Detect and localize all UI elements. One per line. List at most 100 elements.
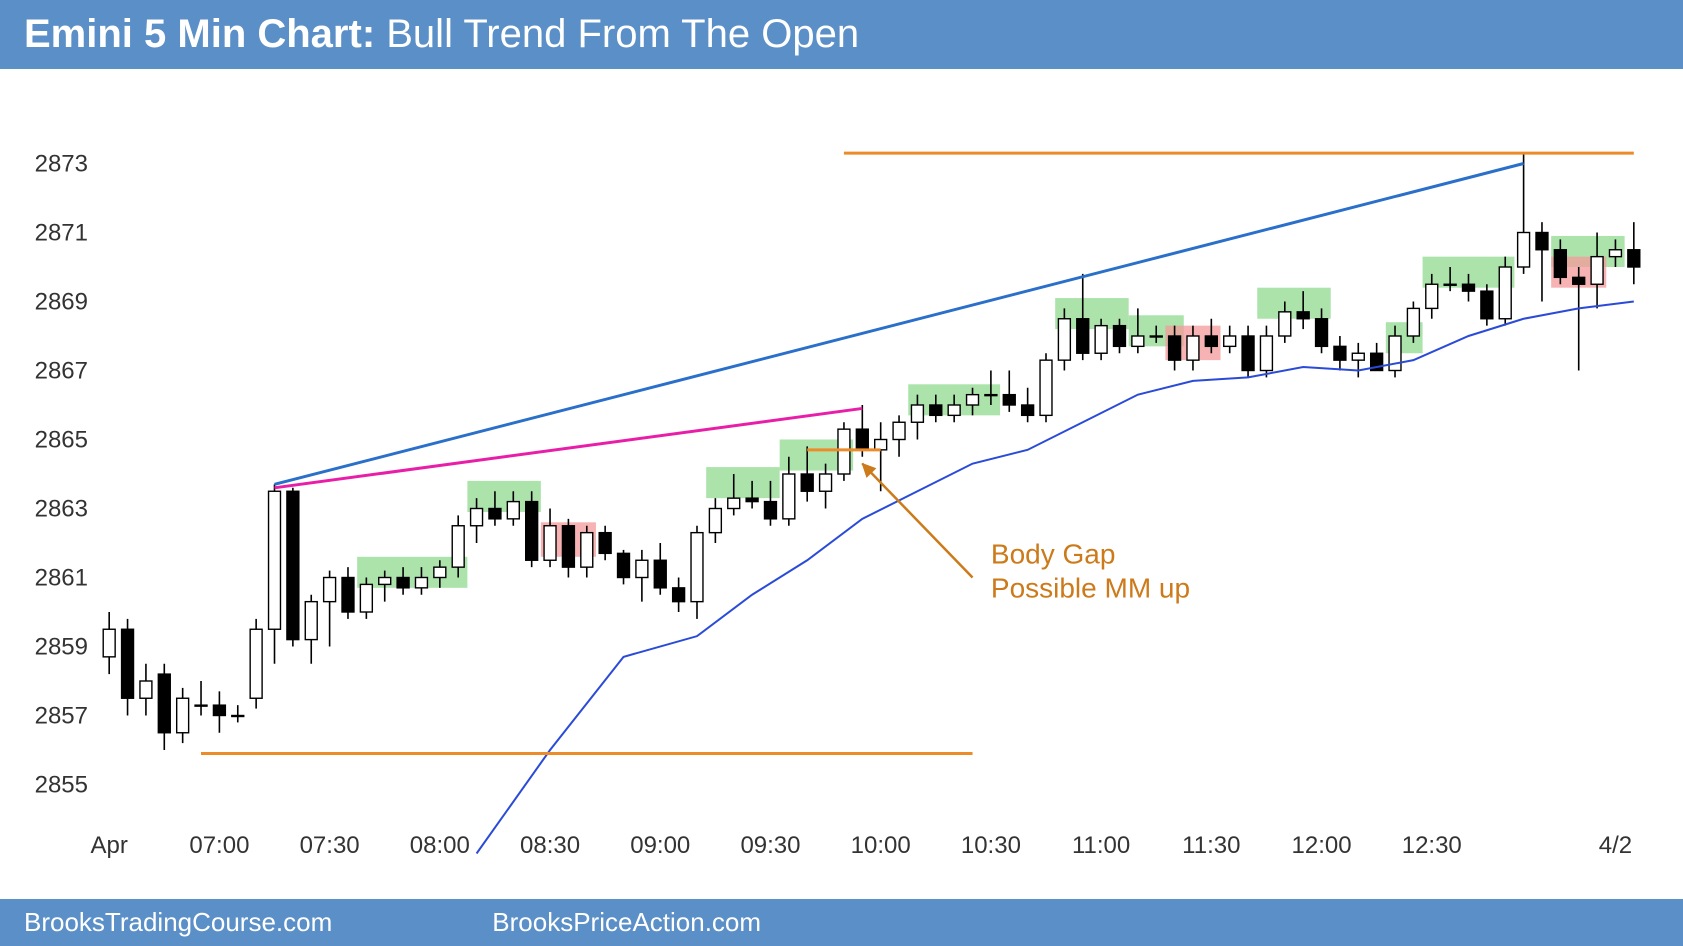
- candle-body: [1095, 326, 1107, 354]
- candle-body: [1554, 250, 1566, 278]
- candle-body: [1205, 336, 1217, 346]
- x-axis-label: 08:00: [410, 832, 470, 859]
- annotation-text-line1: Body Gap: [991, 539, 1116, 570]
- candle-body: [1407, 308, 1419, 336]
- x-axis-label: 12:00: [1292, 832, 1352, 859]
- candle-body: [324, 578, 336, 602]
- x-axis-label: 08:30: [520, 832, 580, 859]
- candle-body: [1481, 291, 1493, 319]
- candle-body: [1444, 284, 1456, 285]
- candle-body: [709, 509, 721, 533]
- header-title-bold: Emini 5 Min Chart:: [24, 12, 375, 56]
- candle-body: [1279, 312, 1291, 336]
- candle-body: [452, 526, 464, 567]
- signal-box: [1257, 288, 1330, 319]
- candle-body: [765, 502, 777, 519]
- candle-body: [1352, 353, 1364, 360]
- candle-body: [691, 533, 703, 602]
- candle-body: [1132, 336, 1144, 346]
- candle-body: [1609, 250, 1621, 257]
- candle-body: [360, 584, 372, 612]
- footer-site-2: BrooksPriceAction.com: [492, 907, 761, 938]
- candle-body: [544, 526, 556, 561]
- candle-body: [269, 491, 281, 629]
- candle-body: [1426, 284, 1438, 308]
- candle-body: [856, 429, 868, 450]
- candle-body: [1316, 319, 1328, 347]
- y-axis-label: 2861: [35, 565, 88, 592]
- candle-body: [1242, 336, 1254, 371]
- candle-body: [1297, 312, 1309, 319]
- candle-body: [103, 629, 115, 657]
- y-axis-label: 2859: [35, 634, 88, 661]
- candle-body: [1077, 319, 1089, 354]
- candle-body: [746, 498, 758, 501]
- candle-body: [728, 498, 740, 508]
- candle-body: [489, 509, 501, 519]
- y-axis-label: 2871: [35, 220, 88, 247]
- candle-body: [471, 509, 483, 526]
- candle-body: [1058, 319, 1070, 360]
- candle-body: [140, 681, 152, 698]
- candle-body: [654, 560, 666, 588]
- y-axis-label: 2863: [35, 496, 88, 523]
- candle-body: [158, 674, 170, 733]
- candle-body: [1536, 233, 1548, 250]
- chart-header: Emini 5 Min Chart: Bull Trend From The O…: [0, 0, 1683, 69]
- candle-body: [1169, 336, 1181, 360]
- candle-body: [305, 602, 317, 640]
- candle-body: [434, 567, 446, 577]
- x-axis-label: 4/2: [1599, 832, 1632, 859]
- candle-body: [1518, 233, 1530, 268]
- x-axis-label: 10:00: [851, 832, 911, 859]
- candle-body: [1003, 395, 1015, 405]
- candle-body: [507, 502, 519, 519]
- candle-body: [801, 474, 813, 491]
- footer-bar: BrooksTradingCourse.com BrooksPriceActio…: [0, 899, 1683, 946]
- x-axis-label: Apr: [91, 832, 128, 859]
- candle-body: [397, 578, 409, 588]
- candle-body: [1150, 336, 1162, 337]
- candle-body: [820, 474, 832, 491]
- signal-box: [706, 467, 779, 498]
- candle-body: [581, 533, 593, 568]
- candle-body: [526, 502, 538, 561]
- candle-body: [1573, 277, 1585, 284]
- y-axis-label: 2869: [35, 289, 88, 316]
- x-axis-label: 11:00: [1072, 832, 1130, 859]
- candle-body: [415, 578, 427, 588]
- candle-body: [985, 395, 997, 396]
- x-axis-label: 07:30: [300, 832, 360, 859]
- candle-body: [948, 405, 960, 415]
- candle-body: [673, 588, 685, 602]
- candle-body: [893, 422, 905, 439]
- y-axis-label: 2857: [35, 703, 88, 730]
- candle-body: [1114, 326, 1126, 347]
- candle-body: [562, 526, 574, 567]
- annotation-text-line2: Possible MM up: [991, 573, 1190, 604]
- candle-body: [875, 440, 887, 450]
- footer-site-1: BrooksTradingCourse.com: [24, 907, 332, 938]
- candle-body: [1022, 405, 1034, 415]
- candlestick-chart: 2855285728592861286328652867286928712873…: [0, 69, 1683, 889]
- x-axis-label: 10:30: [961, 832, 1021, 859]
- candle-body: [618, 553, 630, 577]
- signal-box: [357, 557, 467, 588]
- candle-body: [783, 474, 795, 519]
- x-axis-label: 11:30: [1182, 832, 1240, 859]
- candle-body: [838, 429, 850, 474]
- candle-body: [1499, 267, 1511, 319]
- candle-body: [1187, 336, 1199, 360]
- y-axis-label: 2865: [35, 427, 88, 454]
- candle-body: [1628, 250, 1640, 267]
- candle-body: [213, 705, 225, 715]
- candle-body: [177, 698, 189, 733]
- header-title-rest: Bull Trend From The Open: [375, 12, 859, 56]
- candle-body: [122, 629, 134, 698]
- x-axis-label: 07:00: [189, 832, 249, 859]
- candle-body: [232, 716, 244, 717]
- candle-body: [599, 533, 611, 554]
- candle-body: [379, 578, 391, 585]
- candle-body: [195, 705, 207, 706]
- candle-body: [250, 629, 262, 698]
